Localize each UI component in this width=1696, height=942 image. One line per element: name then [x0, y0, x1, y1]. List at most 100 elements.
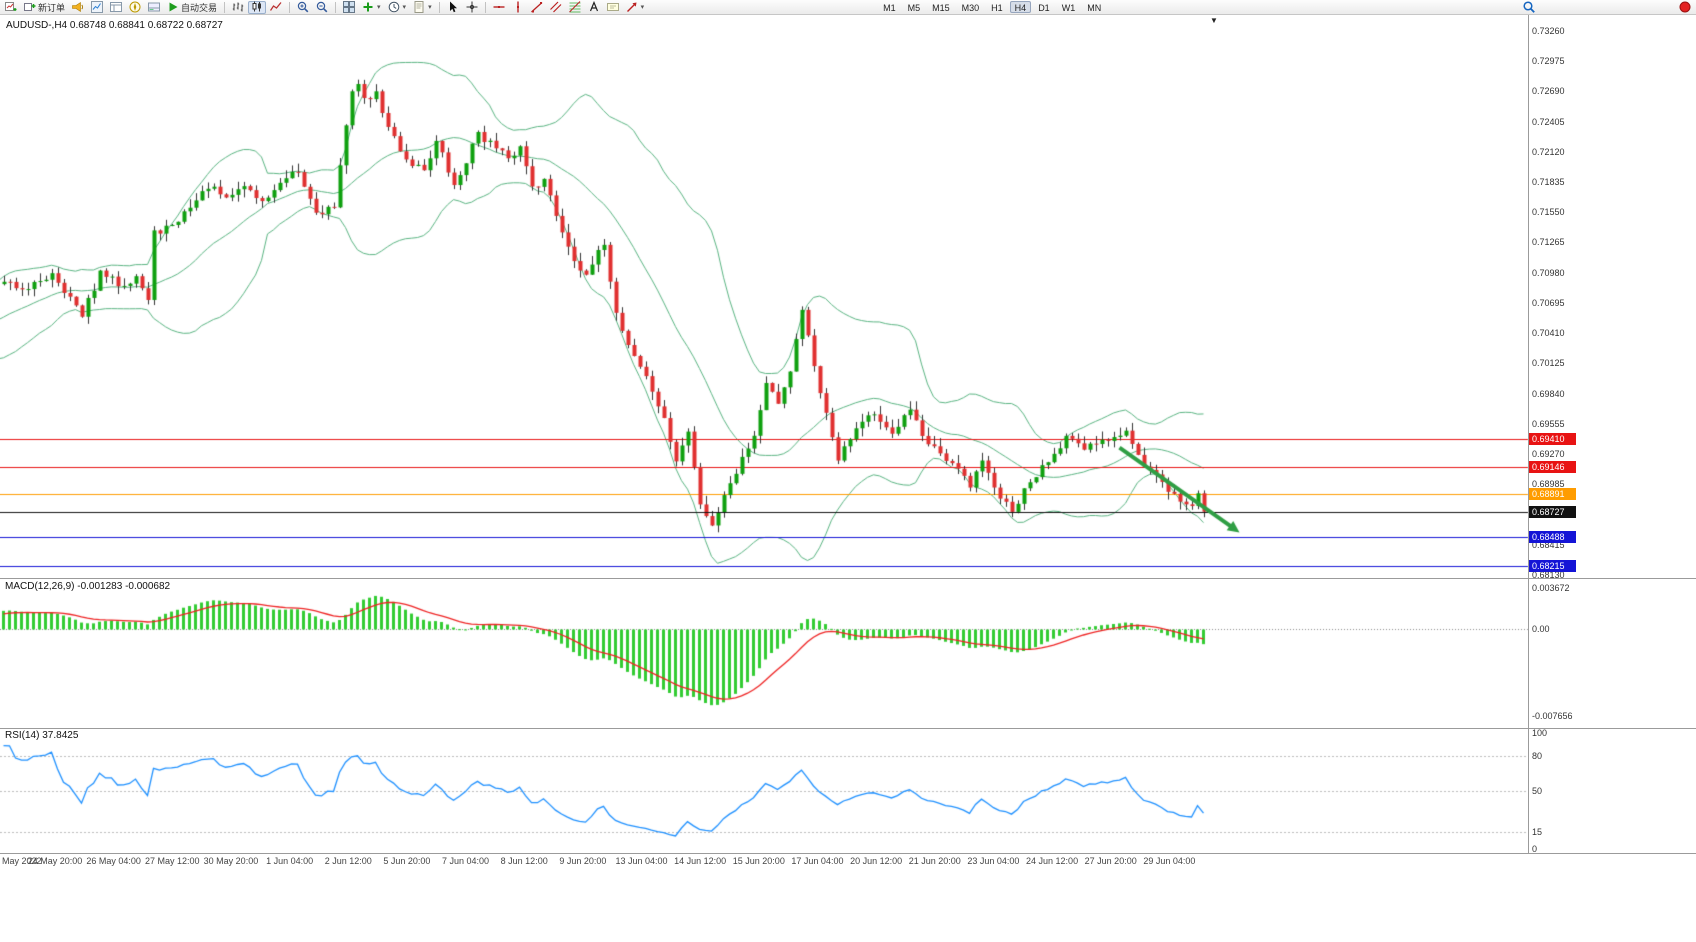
toolbar-text-button[interactable] [585, 1, 603, 14]
price-axis-border [1528, 14, 1529, 853]
timeframe-m1-button[interactable]: M1 [883, 3, 896, 13]
time-axis-label: 24 May 20:00 [27, 856, 83, 866]
time-axis-label: 15 Jun 20:00 [732, 856, 785, 866]
timeframe-m30-button[interactable]: M30 [961, 3, 980, 13]
price-badge-pivot-orange: 0.68891 [1529, 488, 1576, 500]
macd-name: MACD(12,26,9) [5, 581, 75, 592]
time-axis-label: 24 Jun 12:00 [1026, 856, 1079, 866]
time-axis-label: 5 Jun 20:00 [383, 856, 431, 866]
divider-macd-rsi [0, 728, 1696, 729]
toolbar-alerts-horn-button[interactable] [69, 1, 87, 14]
vline-icon [512, 1, 524, 13]
chevron-down-icon[interactable]: ▾ [377, 4, 381, 11]
time-axis-label: 13 Jun 04:00 [615, 856, 668, 866]
toolbar-terminal-button[interactable] [145, 1, 163, 14]
divider-main-macd [0, 578, 1696, 579]
timeframe-h4-button[interactable]: H4 [1009, 1, 1032, 13]
toolbar-bar-chart-mode-button[interactable] [229, 1, 247, 14]
toolbar-separator [484, 1, 486, 13]
toolbar-notification-button[interactable] [1676, 1, 1694, 14]
toolbar-line-chart-mode-button[interactable] [267, 1, 285, 14]
price-badge-current-price: 0.68727 [1529, 506, 1576, 518]
rsi-name: RSI(14) [5, 730, 40, 741]
price-tick-label: 0.68415 [1532, 540, 1565, 550]
toolbar-new-order-button[interactable]: 新订单 [21, 1, 68, 14]
rsi-tick-label: 0 [1532, 844, 1538, 854]
timeframe-m15-button[interactable]: M15 [932, 3, 950, 13]
toolbar-vertical-line-button[interactable] [509, 1, 527, 14]
toolbar-candlestick-mode-button[interactable] [248, 0, 267, 14]
price-tick-label: 0.72405 [1532, 117, 1565, 127]
time-axis-label: 20 Jun 12:00 [850, 856, 903, 866]
timeframe-d1-button[interactable]: D1 [1038, 3, 1050, 13]
toolbar-new-chart-button[interactable] [2, 1, 20, 14]
price-tick-label: 0.73260 [1532, 26, 1565, 36]
price-tick-label: 0.68130 [1532, 570, 1565, 580]
price-tick-label: 0.70695 [1532, 298, 1565, 308]
toolbar-text-label-button[interactable] [604, 1, 622, 14]
toolbar-tile-windows-button[interactable] [340, 1, 358, 14]
toolbar-periods-button[interactable]: ▾ [385, 1, 410, 14]
price-tick-label: 0.69555 [1532, 419, 1565, 429]
toolbar-trendline-button[interactable] [528, 1, 546, 14]
toolbar-crosshair-button[interactable] [463, 1, 481, 14]
toolbar-fibonacci-retracement-button[interactable] [566, 1, 584, 14]
time-axis-label: 7 Jun 04:00 [442, 856, 490, 866]
time-axis-label: 1 Jun 04:00 [266, 856, 314, 866]
price-tick-label: 0.71550 [1532, 207, 1565, 217]
chevron-down-icon[interactable]: ▾ [640, 4, 645, 11]
price-tick-label: 0.69270 [1532, 449, 1565, 459]
crosshair-icon [466, 1, 478, 13]
order-plus-icon [24, 1, 36, 13]
macd-tick-label: -0.007656 [1532, 711, 1573, 721]
price-tick-label: 0.72120 [1532, 147, 1565, 157]
time-axis-label: 21 Jun 20:00 [908, 856, 961, 866]
timeframe-w1-button[interactable]: W1 [1061, 3, 1076, 13]
time-axis-label: 30 May 20:00 [203, 856, 259, 866]
channel-icon [549, 1, 562, 13]
toolbar-horizontal-line-button[interactable] [490, 1, 508, 14]
rsi-tick-label: 50 [1532, 786, 1543, 796]
time-axis-label: 17 Jun 04:00 [791, 856, 844, 866]
toolbar-arrows-button[interactable]: ▾ [623, 1, 648, 14]
toolbar-equidistant-channel-button[interactable] [547, 1, 565, 14]
toolbar-data-window-button[interactable] [107, 1, 125, 14]
price-tick-label: 0.71265 [1532, 237, 1565, 247]
arrow-icon [626, 1, 638, 13]
time-axis-label: 14 Jun 12:00 [674, 856, 727, 866]
data-window-icon [110, 1, 123, 13]
toolbar-market-watch-button[interactable] [88, 1, 106, 14]
time-axis-label: May 2022 [2, 856, 42, 866]
time-axis-label: 29 Jun 04:00 [1143, 856, 1196, 866]
timeframe-mn-button[interactable]: MN [1087, 3, 1102, 13]
bar-chart-icon [232, 1, 244, 13]
toolbar-zoom-in-button[interactable] [294, 1, 312, 14]
rsi-indicator-label: RSI(14) 37.8425 [5, 730, 78, 741]
toolbar-indicators-button[interactable]: ▾ [359, 1, 384, 14]
toolbar-auto-trading-button[interactable]: 自动交易 [164, 1, 220, 14]
plus-icon [362, 1, 374, 13]
price-badge-resistance-2: 0.69146 [1529, 461, 1576, 473]
toolbar-navigator-button[interactable] [126, 1, 144, 14]
toolbar-separator [438, 1, 440, 13]
price-badge-resistance-1: 0.69410 [1529, 433, 1576, 445]
price-tick-label: 0.72975 [1532, 56, 1565, 66]
price-tick-label: 0.68985 [1532, 479, 1565, 489]
toolbar-templates-button[interactable]: ▾ [410, 1, 435, 14]
toolbar-search-button[interactable] [1520, 1, 1538, 14]
chevron-down-icon[interactable]: ▾ [428, 4, 432, 11]
main-toolbar: 新订单 自动交易 ▾ ▾ ▾ ▾ M1 M5 M15 M30 H1 H4 D1 W1 MN [0, 0, 1696, 15]
toolbar-zoom-out-button[interactable] [313, 1, 331, 14]
macd-tick-label: 0.00 [1532, 624, 1550, 634]
timeframe-h1-button[interactable]: H1 [991, 3, 1003, 13]
timeframe-m5-button[interactable]: M5 [907, 3, 921, 13]
toolbar-cursor-button[interactable] [444, 1, 462, 14]
price-badge-support-1: 0.68488 [1529, 531, 1576, 543]
dot-red-icon [1679, 1, 1691, 13]
chevron-down-icon[interactable]: ▾ [402, 4, 407, 11]
tile-icon [343, 1, 356, 13]
text-icon [588, 1, 600, 13]
timeframe-toolbar: M1 M5 M15 M30 H1 H4 D1 W1 MN [878, 1, 1106, 13]
